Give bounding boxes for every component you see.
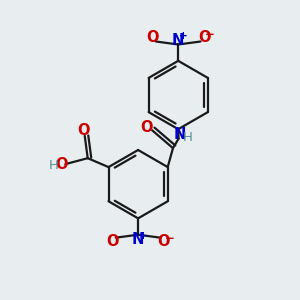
Text: N: N <box>132 232 144 247</box>
Text: +: + <box>139 231 147 241</box>
Text: O: O <box>56 157 68 172</box>
Text: O: O <box>158 234 170 249</box>
Text: O: O <box>77 123 89 138</box>
Text: −: − <box>205 28 215 40</box>
Text: H: H <box>183 131 193 144</box>
Text: −: − <box>165 232 175 245</box>
Text: O: O <box>146 30 159 45</box>
Text: H: H <box>49 159 59 172</box>
Text: +: + <box>178 31 188 41</box>
Text: O: O <box>141 120 153 135</box>
Text: N: N <box>174 127 186 142</box>
Text: N: N <box>172 32 184 47</box>
Text: O: O <box>198 30 210 45</box>
Text: O: O <box>106 234 118 249</box>
